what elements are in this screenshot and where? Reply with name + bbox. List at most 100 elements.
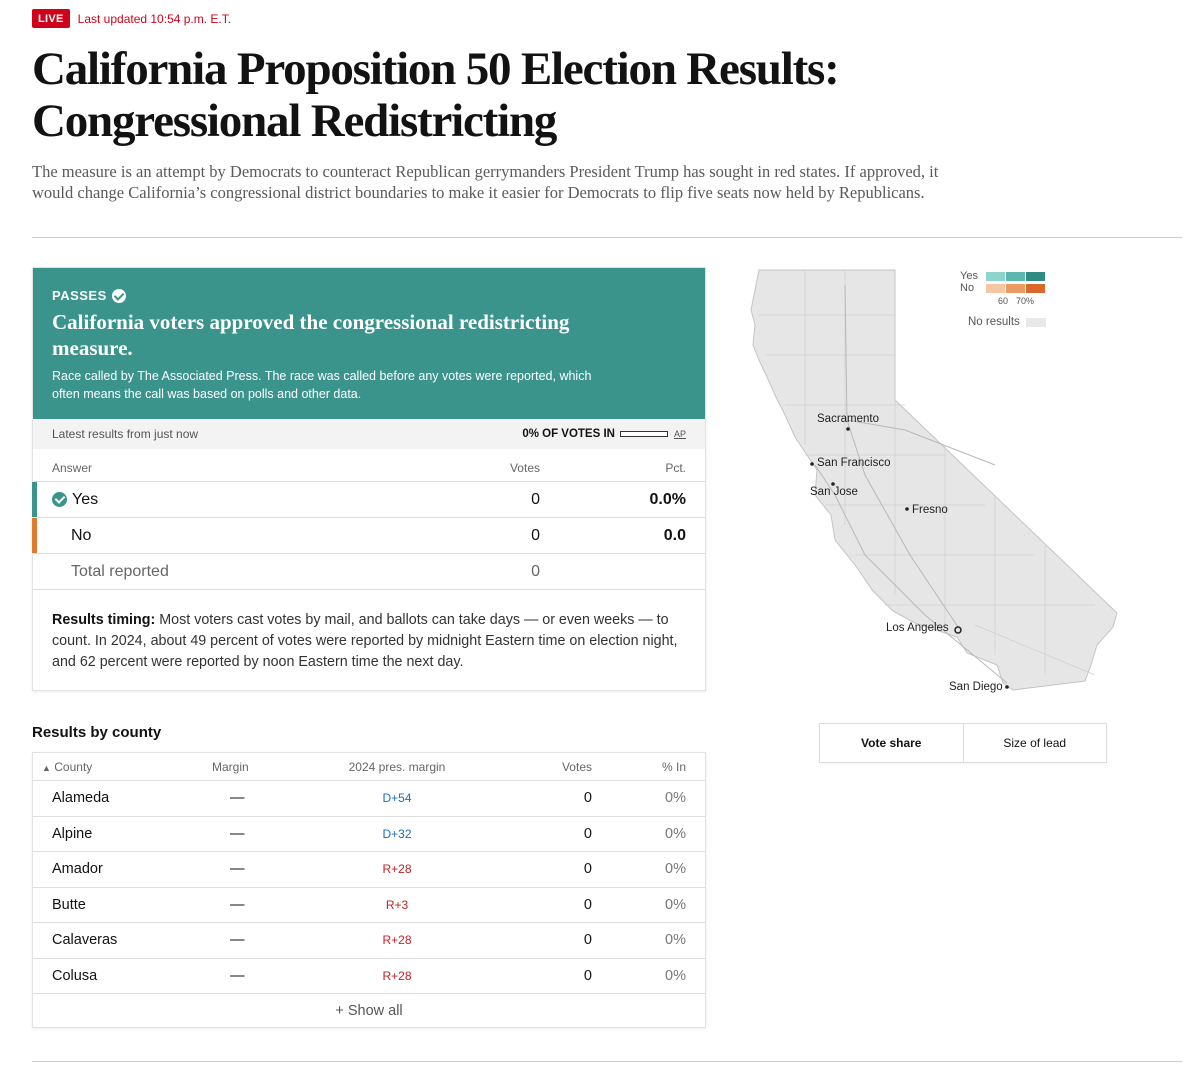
ap-source-link[interactable]: AP [673, 429, 686, 439]
california-map-svg: Sacramento San Francisco San Jose Fresno… [750, 269, 1118, 693]
legend-ticks: 60 70% [998, 296, 1047, 306]
status-label: PASSES [52, 288, 107, 303]
city-label-sacramento: Sacramento [817, 413, 879, 425]
answer-label: No [71, 526, 92, 544]
total-label: Total reported [71, 562, 169, 580]
county-name: Calaveras [52, 932, 118, 949]
timing-text: Most voters cast votes by mail, and ball… [52, 612, 678, 670]
county-column-label: County [54, 759, 93, 774]
answer-cell: Yes [52, 491, 430, 509]
county-name: Colusa [52, 967, 98, 984]
county-votes: 0 [583, 825, 592, 842]
last-updated: Last updated 10:54 p.m. E.T. [77, 11, 232, 26]
results-timing-note: Results timing: Most voters cast votes b… [33, 590, 705, 673]
votes-column-header: Votes [509, 461, 540, 475]
legend-yes-swatch [1006, 271, 1025, 281]
live-status: LIVE Last updated 10:54 p.m. E.T. [32, 9, 231, 28]
show-all-button[interactable]: + Show all [335, 1003, 403, 1019]
result-row-yes: Yes 0 0.0% [32, 482, 705, 518]
votes-cell: 0 [531, 490, 540, 508]
county-row: Alameda — D+54 0 0% [33, 781, 705, 817]
pct-in-column-header[interactable]: % In [661, 759, 686, 774]
result-status: PASSES [52, 288, 686, 303]
total-votes: 0 [531, 562, 540, 580]
county-margin: — [230, 790, 245, 807]
result-card: PASSES California voters approved the co… [32, 267, 706, 691]
page-title: California Proposition 50 Election Resul… [32, 43, 840, 147]
result-headline: California voters approved the congressi… [52, 310, 570, 360]
california-map[interactable]: Sacramento San Francisco San Jose Fresno… [745, 265, 1125, 705]
city-label-fresno: Fresno [912, 504, 948, 516]
answer-label: Yes [72, 490, 99, 508]
city-dot-san-jose [831, 482, 835, 486]
votes-column-header[interactable]: Votes [561, 759, 592, 774]
city-dot-fresno [905, 507, 909, 511]
county-votes: 0 [583, 967, 592, 984]
county-table: ▲ County Margin 2024 pres. margin Votes … [32, 752, 706, 1028]
pct-column-header: Pct. [665, 461, 686, 475]
county-rows: Alameda — D+54 0 0% Alpine — D+32 0 0% Amador — R+28… [33, 781, 705, 994]
no-results-label: No results [968, 316, 1020, 328]
city-markers [810, 427, 1009, 689]
city-dot-los-angeles [954, 626, 962, 634]
results-table: Answer Votes Pct. Yes 0 0.0% No 0 0.0 To… [32, 449, 705, 590]
city-labels: Sacramento San Francisco San Jose Fresno… [810, 413, 1003, 693]
result-row-no: No 0 0.0 [32, 518, 705, 554]
yes-color-bar [32, 482, 37, 517]
county-section-heading: Results by county [32, 724, 162, 741]
city-label-san-francisco: San Francisco [817, 457, 891, 469]
margin-column-header[interactable]: Margin [212, 759, 249, 774]
county-pct-in: 0% [665, 790, 686, 807]
latest-results-bar: Latest results from just now 0% OF VOTES… [33, 419, 705, 449]
county-row: Amador — R+28 0 0% [33, 852, 705, 888]
county-pres-margin: D+54 [382, 791, 412, 806]
legend-tick-70: 70% [1016, 296, 1035, 306]
county-row: Calaveras — R+28 0 0% [33, 923, 705, 959]
legend-yes-label: Yes [960, 270, 978, 282]
county-pres-margin: R+3 [385, 897, 409, 912]
county-row: Alpine — D+32 0 0% [33, 817, 705, 852]
county-row: Colusa — R+28 0 0% [33, 959, 705, 994]
county-votes: 0 [583, 861, 592, 878]
total-row: Total reported 0 [33, 554, 705, 590]
county-table-header: ▲ County Margin 2024 pres. margin Votes … [33, 753, 705, 781]
votes-cell: 0 [531, 526, 540, 544]
votes-in-progress-bar [619, 431, 668, 437]
legend-no-swatch [1006, 283, 1025, 293]
size-of-lead-toggle[interactable]: Size of lead [1003, 736, 1067, 750]
latest-results-label: Latest results from just now [52, 427, 199, 441]
pres-margin-column-header[interactable]: 2024 pres. margin [348, 759, 446, 774]
county-margin: — [230, 967, 245, 984]
timing-label: Results timing: [52, 612, 156, 628]
results-table-header: Answer Votes Pct. [33, 449, 705, 482]
county-margin: — [230, 932, 245, 949]
map-legend: Yes No 60 70% No results [960, 270, 1047, 328]
pct-cell: 0.0% [649, 490, 686, 508]
no-color-bar [32, 518, 37, 553]
california-state-shape [750, 269, 1118, 691]
legend-yes-swatch [1026, 271, 1045, 281]
legend-no-row: No [960, 282, 1047, 294]
county-pct-in: 0% [665, 861, 686, 878]
county-column-header[interactable]: ▲ County [42, 760, 212, 774]
winner-check-icon [52, 492, 67, 507]
county-pres-margin: R+28 [382, 968, 412, 983]
no-results-swatch [1025, 317, 1046, 327]
county-pct-in: 0% [665, 825, 686, 842]
county-pct-in: 0% [665, 932, 686, 949]
highways [814, 284, 1008, 684]
county-pres-margin: R+28 [382, 933, 412, 948]
city-label-san-diego: San Diego [949, 681, 1003, 693]
vote-share-toggle[interactable]: Vote share [820, 724, 964, 762]
city-dot-san-francisco [810, 462, 814, 466]
county-row: Butte — R+3 0 0% [33, 888, 705, 923]
legend-yes-swatch [986, 271, 1005, 281]
county-votes: 0 [583, 790, 592, 807]
county-pct-in: 0% [665, 967, 686, 984]
city-dot-san-diego [1005, 685, 1009, 689]
county-margin: — [230, 825, 245, 842]
county-pct-in: 0% [665, 896, 686, 913]
check-icon [111, 288, 126, 303]
city-label-los-angeles: Los Angeles [886, 622, 949, 634]
county-margin: — [230, 896, 245, 913]
